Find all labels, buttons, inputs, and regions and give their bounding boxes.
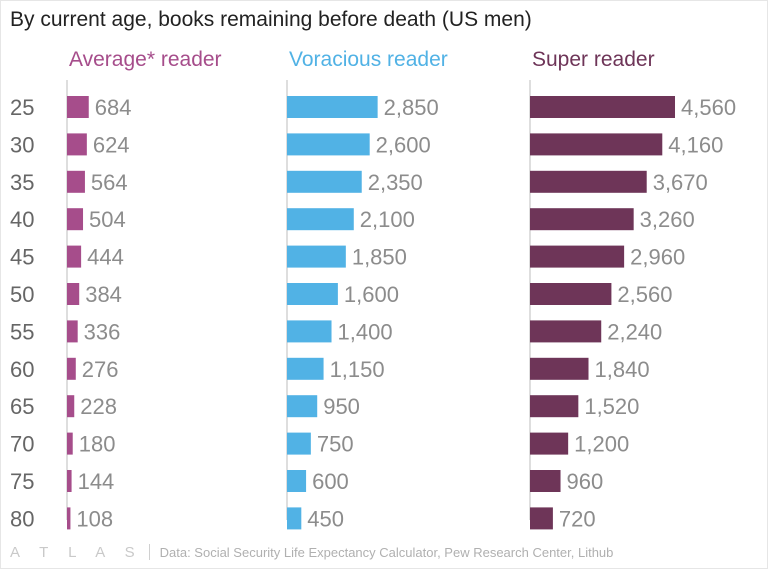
age-label-55: 55 [10, 319, 34, 344]
bar-1-25 [287, 96, 378, 118]
value-label-1-50: 1,600 [344, 282, 399, 307]
atlas-logo: A T L A S [10, 543, 143, 561]
value-label-0-35: 564 [91, 170, 128, 195]
value-label-1-25: 2,850 [384, 95, 439, 120]
bar-1-50 [287, 283, 338, 305]
value-label-2-75: 960 [567, 469, 604, 494]
bar-0-30 [67, 133, 87, 156]
value-label-0-80: 108 [76, 506, 113, 531]
value-label-2-30: 4,160 [668, 132, 723, 157]
value-label-2-70: 1,200 [574, 432, 629, 457]
bar-2-40 [530, 208, 634, 231]
value-label-1-35: 2,350 [368, 170, 423, 195]
bar-1-55 [287, 320, 332, 343]
bar-0-35 [67, 170, 85, 193]
bar-0-65 [67, 395, 75, 418]
bar-0-45 [67, 245, 82, 268]
value-label-2-60: 1,840 [595, 357, 650, 382]
value-label-1-40: 2,100 [360, 207, 415, 232]
bar-chart: 25 30 35 40 45 50 55 60 65 70 75 80 Average* reader 6… [10, 48, 736, 531]
age-label-65: 65 [10, 394, 34, 419]
bar-1-75 [287, 470, 307, 492]
series-header-1: Voracious reader [289, 48, 448, 71]
age-label-50: 50 [10, 282, 34, 307]
bar-0-25 [67, 96, 89, 118]
age-label-40: 40 [10, 207, 34, 232]
value-label-1-55: 1,400 [338, 319, 393, 344]
bar-2-25 [530, 96, 676, 118]
value-label-2-25: 4,560 [681, 95, 736, 120]
value-label-1-75: 600 [312, 469, 349, 494]
bar-0-40 [67, 208, 84, 231]
bar-2-60 [530, 357, 589, 380]
value-label-0-25: 684 [95, 95, 132, 120]
value-label-2-50: 2,560 [617, 282, 672, 307]
footer: A T L A S Data: Social Security Life Exp… [10, 541, 613, 563]
value-label-1-70: 750 [317, 432, 354, 457]
bar-1-65 [287, 395, 318, 418]
value-label-0-75: 144 [78, 469, 115, 494]
bar-2-30 [530, 133, 663, 156]
bar-2-35 [530, 170, 647, 193]
value-label-1-60: 1,150 [330, 357, 385, 382]
age-label-25: 25 [10, 95, 34, 120]
age-label-80: 80 [10, 506, 34, 531]
value-label-0-30: 624 [93, 132, 130, 157]
value-label-2-35: 3,670 [653, 170, 708, 195]
age-label-45: 45 [10, 245, 34, 270]
bar-0-75 [67, 470, 72, 492]
bar-1-60 [287, 357, 324, 380]
footer-divider [148, 544, 150, 560]
value-label-0-70: 180 [79, 432, 116, 457]
bar-2-70 [530, 432, 569, 455]
bar-0-70 [67, 432, 73, 455]
bar-2-50 [530, 283, 612, 305]
bar-0-55 [67, 320, 78, 343]
bar-0-50 [67, 283, 80, 305]
value-label-2-45: 2,960 [630, 245, 685, 270]
age-label-70: 70 [10, 432, 34, 457]
value-label-2-80: 720 [559, 506, 596, 531]
value-label-0-55: 336 [84, 319, 121, 344]
bar-1-35 [287, 170, 362, 193]
chart-title: By current age, books remaining before d… [10, 8, 532, 31]
bar-2-75 [530, 470, 561, 492]
value-label-2-40: 3,260 [640, 207, 695, 232]
bar-2-65 [530, 395, 579, 418]
bar-1-70 [287, 432, 311, 455]
series-header-0: Average* reader [69, 48, 222, 71]
bar-1-45 [287, 245, 346, 268]
age-label-60: 60 [10, 357, 34, 382]
value-label-2-65: 1,520 [584, 394, 639, 419]
value-label-1-45: 1,850 [352, 245, 407, 270]
value-label-1-80: 450 [307, 506, 344, 531]
bar-1-40 [287, 208, 354, 231]
age-label-35: 35 [10, 170, 34, 195]
series-header-2: Super reader [532, 48, 655, 71]
bar-0-60 [67, 357, 76, 380]
value-label-1-65: 950 [323, 394, 360, 419]
bar-0-80 [67, 507, 71, 530]
value-label-1-30: 2,600 [376, 132, 431, 157]
value-label-0-60: 276 [82, 357, 119, 382]
source-note: Data: Social Security Life Expectancy Ca… [159, 544, 614, 560]
bar-1-30 [287, 133, 370, 156]
bar-2-55 [530, 320, 602, 343]
value-label-0-40: 504 [89, 207, 126, 232]
value-label-0-50: 384 [85, 282, 122, 307]
age-label-30: 30 [10, 132, 34, 157]
bar-2-45 [530, 245, 625, 268]
value-label-2-55: 2,240 [607, 319, 662, 344]
bar-2-80 [530, 507, 553, 530]
age-label-75: 75 [10, 469, 34, 494]
value-label-0-45: 444 [87, 245, 124, 270]
value-label-0-65: 228 [80, 394, 117, 419]
bar-1-80 [287, 507, 302, 530]
